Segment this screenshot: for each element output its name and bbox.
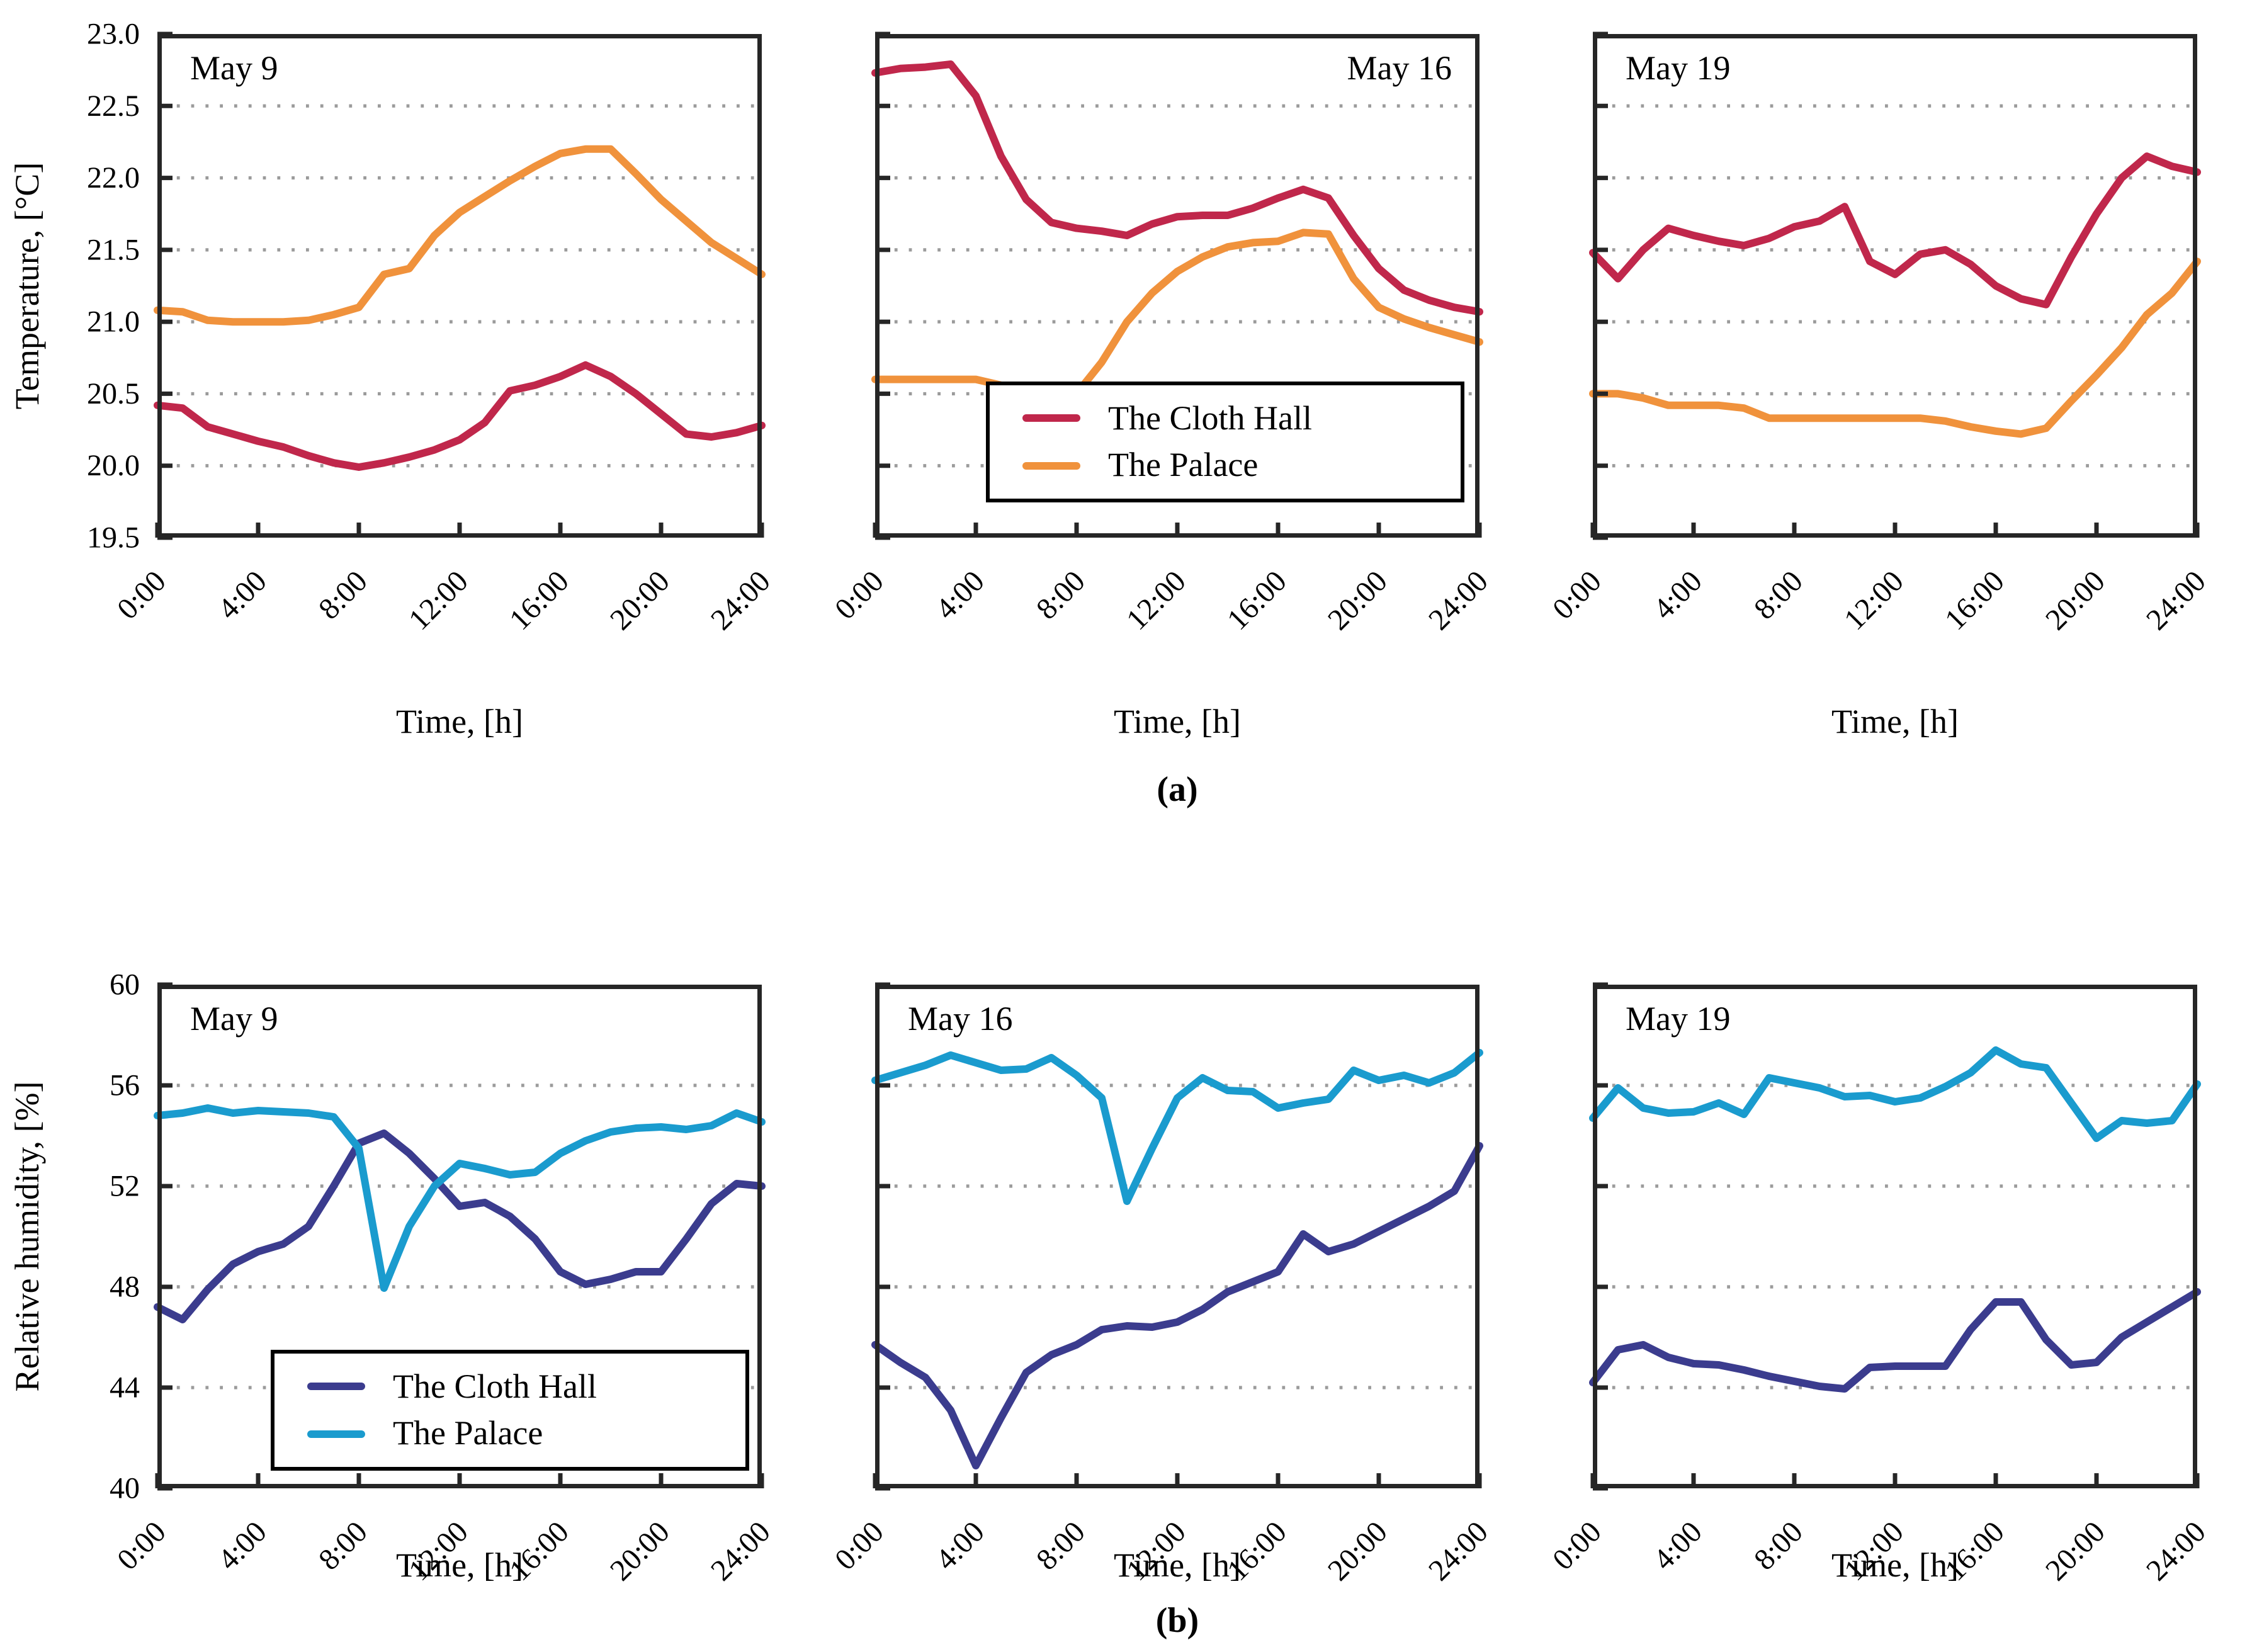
- svg-text:4:00: 4:00: [929, 1515, 991, 1576]
- svg-text:22.0: 22.0: [87, 161, 140, 195]
- svg-text:8:00: 8:00: [1030, 1515, 1092, 1576]
- svg-text:0:00: 0:00: [829, 564, 890, 626]
- svg-text:16:00: 16:00: [1938, 564, 2011, 636]
- panel-title: May 16: [1347, 49, 1452, 87]
- svg-text:4:00: 4:00: [1647, 564, 1709, 626]
- svg-text:21.5: 21.5: [87, 233, 140, 266]
- svg-text:16:00: 16:00: [1221, 564, 1293, 636]
- svg-text:24:00: 24:00: [2140, 564, 2212, 636]
- svg-text:8:00: 8:00: [1748, 564, 1809, 626]
- legend-temperature: The Cloth Hall The Palace: [986, 382, 1464, 502]
- cloth-hall-line-swatch: [1022, 414, 1080, 422]
- svg-text:52: 52: [110, 1170, 140, 1203]
- svg-text:20:00: 20:00: [604, 1515, 676, 1587]
- svg-text:56: 56: [110, 1069, 140, 1102]
- y-axis-label-temperature: Temperature, [°C]: [8, 162, 46, 410]
- svg-text:4:00: 4:00: [1647, 1515, 1709, 1576]
- panel-title: May 16: [908, 1000, 1013, 1038]
- panel-title: May 9: [190, 49, 278, 87]
- x-axis-label: Time, [h]: [1831, 1546, 1959, 1584]
- subfigure-label-b: (b): [1155, 1602, 1199, 1641]
- svg-text:8:00: 8:00: [1030, 564, 1092, 626]
- panel-temperature-may-16: May 16 0:00 4:00 8:00 12:00 16:00 20:00 24:00 …: [829, 31, 1495, 636]
- legend-entry-cloth-hall: The Cloth Hall: [1022, 399, 1451, 438]
- svg-text:4:00: 4:00: [212, 1515, 273, 1576]
- legend-entry-palace: The Palace: [1022, 446, 1451, 485]
- svg-text:24:00: 24:00: [1422, 564, 1495, 636]
- panel-title: May 19: [1626, 1000, 1731, 1038]
- svg-text:8:00: 8:00: [312, 1515, 374, 1576]
- palace-line-swatch: [307, 1430, 365, 1438]
- x-axis-label: Time, [h]: [395, 703, 524, 740]
- palace-line-swatch: [1022, 461, 1080, 470]
- x-axis-label: Time, [h]: [1113, 1546, 1242, 1584]
- svg-text:22.5: 22.5: [87, 89, 140, 123]
- svg-text:20:00: 20:00: [604, 564, 676, 636]
- legend-humidity: The Cloth Hall The Palace: [271, 1350, 749, 1471]
- svg-text:19.5: 19.5: [87, 521, 140, 555]
- cloth-hall-line-swatch: [307, 1383, 365, 1391]
- svg-text:8:00: 8:00: [1748, 1515, 1809, 1576]
- svg-text:40: 40: [110, 1472, 140, 1505]
- svg-text:44: 44: [110, 1371, 140, 1405]
- svg-text:0:00: 0:00: [829, 1515, 890, 1576]
- x-axis-label: Time, [h]: [1113, 703, 1242, 740]
- legend-label-cloth-hall: The Cloth Hall: [1108, 399, 1312, 437]
- svg-text:0:00: 0:00: [111, 1515, 173, 1576]
- svg-text:4:00: 4:00: [929, 564, 991, 626]
- svg-text:8:00: 8:00: [312, 564, 374, 626]
- line-chart-humidity-may-19: 0:00 4:00 8:00 12:00 16:00 20:00 24:00: [1546, 982, 2212, 1587]
- svg-text:24:00: 24:00: [704, 564, 777, 636]
- svg-text:20:00: 20:00: [1321, 564, 1394, 636]
- svg-text:4:00: 4:00: [212, 564, 273, 626]
- svg-text:12:00: 12:00: [1120, 564, 1192, 636]
- svg-text:60: 60: [110, 968, 140, 1002]
- svg-text:20:00: 20:00: [1321, 1515, 1394, 1587]
- line-chart-temperature-may-9: 19.5 20.0 20.5 21.0 21.5 22.0 22.5 23.0 0:00 4:00…: [87, 18, 777, 637]
- svg-text:24:00: 24:00: [704, 1515, 777, 1587]
- panel-humidity-may-19: May 19 0:00 4:00 8:00 12:00 16:00 20:00 24:00: [1546, 982, 2212, 1587]
- svg-text:0:00: 0:00: [111, 564, 173, 626]
- svg-text:0:00: 0:00: [1546, 1515, 1608, 1576]
- line-chart-temperature-may-19: 0:00 4:00 8:00 12:00 16:00 20:00 24:00: [1546, 31, 2212, 636]
- legend-entry-palace: The Palace: [307, 1415, 735, 1454]
- svg-text:12:00: 12:00: [1838, 564, 1910, 636]
- panel-temperature-may-19: May 19 0:00 4:00 8:00 12:00 16:00 20:00 24:00: [1546, 31, 2212, 636]
- panel-title: May 19: [1626, 49, 1731, 87]
- legend-entry-cloth-hall: The Cloth Hall: [307, 1367, 735, 1406]
- svg-text:20.5: 20.5: [87, 377, 140, 410]
- y-axis-label-relative-humidity: Relative humidity, [%]: [8, 1081, 46, 1392]
- svg-text:24:00: 24:00: [1422, 1515, 1495, 1587]
- panel-title: May 9: [190, 1000, 278, 1038]
- svg-text:23.0: 23.0: [87, 18, 140, 51]
- line-chart-humidity-may-16: 0:00 4:00 8:00 12:00 16:00 20:00 24:00: [829, 982, 1495, 1587]
- x-axis-label: Time, [h]: [395, 1546, 524, 1584]
- svg-text:12:00: 12:00: [402, 564, 475, 636]
- legend-label-palace: The Palace: [1108, 446, 1259, 484]
- panel-humidity-may-9: May 9 40 44 48 52 56 60 0:00 4:00 8:00 12:00 16:00…: [110, 968, 777, 1588]
- svg-text:20.0: 20.0: [87, 449, 140, 482]
- legend-label-cloth-hall: The Cloth Hall: [393, 1367, 597, 1405]
- svg-text:0:00: 0:00: [1546, 564, 1608, 626]
- svg-text:20:00: 20:00: [2039, 1515, 2112, 1587]
- svg-text:24:00: 24:00: [2140, 1515, 2212, 1587]
- svg-text:48: 48: [110, 1270, 140, 1304]
- panel-humidity-may-16: May 16 0:00 4:00 8:00 12:00 16:00 20:00 24:00: [829, 982, 1495, 1587]
- subfigure-label-a: (a): [1157, 771, 1198, 810]
- x-axis-label: Time, [h]: [1831, 703, 1959, 740]
- svg-text:21.0: 21.0: [87, 305, 140, 339]
- svg-text:16:00: 16:00: [503, 564, 575, 636]
- panel-temperature-may-9: May 9 19.5 20.0 20.5 21.0 21.5 22.0 22.5 23.0 0:…: [87, 18, 777, 637]
- svg-text:20:00: 20:00: [2039, 564, 2112, 636]
- legend-label-palace: The Palace: [393, 1414, 543, 1452]
